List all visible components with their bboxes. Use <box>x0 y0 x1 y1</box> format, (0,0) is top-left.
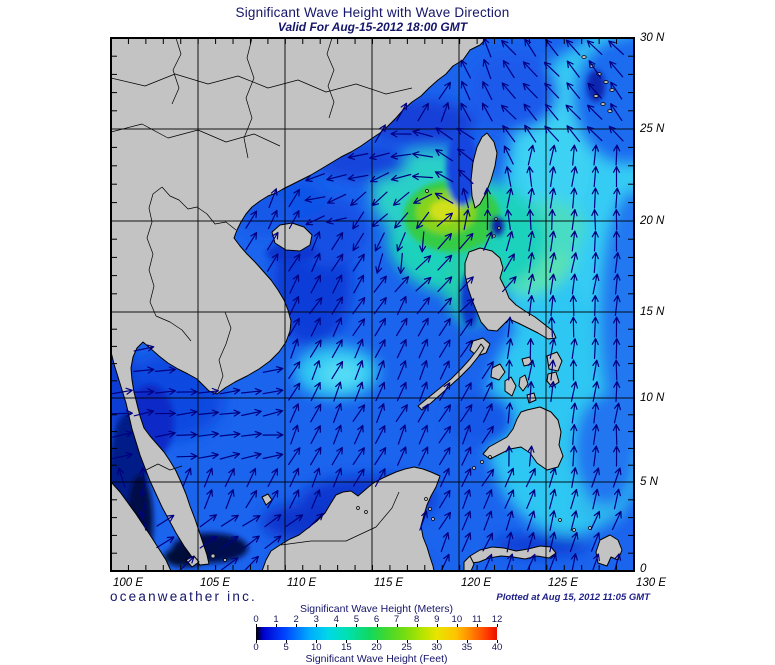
colorbar-tick: 11 <box>471 614 482 625</box>
small-islands <box>210 55 615 562</box>
colorbar-tick: 40 <box>491 642 503 653</box>
lat-label-0: 0 <box>640 563 647 575</box>
colorbar-tick: 12 <box>491 614 503 625</box>
valid-time-subtitle: Valid For Aug-15-2012 18:00 GMT <box>277 20 468 34</box>
page-title: Significant Wave Height with Wave Direct… <box>235 5 510 20</box>
island-mindanao <box>482 406 564 471</box>
colorbar-tick: 10 <box>451 614 463 625</box>
colorbar-tick-mark <box>256 640 257 643</box>
island-luzon <box>464 247 557 340</box>
colorbar-tick-mark <box>286 640 288 643</box>
colorbar-tick-mark <box>346 640 348 643</box>
lon-label-130e: 130 E <box>636 577 667 589</box>
lon-label-125e: 125 E <box>548 577 579 589</box>
wave-direction-arrows <box>111 38 625 571</box>
lon-label-110e: 110 E <box>287 577 317 589</box>
oceanweather-logo-text: oceanweather inc. <box>110 589 257 604</box>
lon-label-120e: 120 E <box>461 577 492 589</box>
lon-label-115e: 115 E <box>374 577 404 589</box>
lat-label-10n: 10 N <box>640 392 665 404</box>
colorbar-tick-mark <box>406 640 408 643</box>
colorbar-tick-mark <box>497 640 498 643</box>
colorbar-title-meters: Significant Wave Height (Meters) <box>299 603 454 615</box>
colorbar-tick: 4 <box>333 614 339 625</box>
wave-arrows-path <box>111 38 625 571</box>
colorbar-tick: 3 <box>313 614 319 625</box>
colorbar-tick-mark <box>336 624 338 627</box>
island-panay <box>490 363 506 381</box>
colorbar-tick: 2 <box>293 614 299 625</box>
island-taiwan <box>470 132 498 209</box>
colorbar-gradient <box>256 627 497 640</box>
colorbar-tick: 10 <box>310 642 322 653</box>
island-hainan <box>271 222 313 252</box>
colorbar-tick: 1 <box>273 614 279 625</box>
colorbar-tick: 9 <box>434 614 440 625</box>
colorbar-tick-mark <box>416 624 418 627</box>
island-borneo <box>261 466 441 571</box>
country-borders <box>111 38 413 546</box>
island-negros <box>504 376 517 397</box>
lat-label-15n: 15 N <box>640 306 665 318</box>
colorbar-tick-mark <box>466 640 468 643</box>
colorbar-tick: 5 <box>353 614 360 625</box>
colorbar-tick-mark <box>396 624 398 627</box>
colorbar-tick: 0 <box>253 642 259 653</box>
island-cebu <box>518 374 529 392</box>
lat-label-20n: 20 N <box>640 215 665 227</box>
colorbar-tick: 8 <box>414 614 420 625</box>
colorbar-tick: 6 <box>373 614 380 625</box>
colorbar-tick-mark <box>436 624 438 627</box>
island-leyte <box>546 371 560 388</box>
lon-label-105e: 105 E <box>200 577 231 589</box>
colorbar-tick-mark <box>497 624 498 627</box>
colorbar-tick: 0 <box>253 614 259 625</box>
colorbar-tick: 15 <box>341 642 352 653</box>
island-sulawesi-blob <box>463 555 475 571</box>
colorbar-tick-mark <box>456 624 458 627</box>
colorbar-title-feet: Significant Wave Height (Feet) <box>305 653 448 665</box>
colorbar-tick-mark <box>316 624 318 627</box>
colorbar-tick-mark <box>376 640 378 643</box>
colorbar-tick: 25 <box>401 642 412 653</box>
lat-label-5n: 5 N <box>640 476 658 488</box>
colorbar-tick-mark <box>356 624 358 627</box>
colorbar-tick-mark <box>316 640 318 643</box>
colorbar-tick-mark <box>476 624 478 627</box>
lon-label-100e: 100 E <box>113 577 144 589</box>
colorbar-tick: 7 <box>393 614 400 625</box>
lat-label-25n: 25 N <box>640 123 665 135</box>
colorbar-tick-mark <box>376 624 378 627</box>
map-frame <box>110 37 635 572</box>
landmass-asia <box>111 38 488 566</box>
island-sumatra <box>111 481 172 571</box>
plotted-timestamp: Plotted at Aug 15, 2012 11:05 GMT <box>496 592 650 603</box>
colorbar-tick: 5 <box>283 642 289 653</box>
colorbar-tick: 20 <box>371 642 382 653</box>
colorbar-tick-mark <box>296 624 298 627</box>
colorbar-tick-mark <box>256 624 257 627</box>
colorbar-tick: 35 <box>461 642 473 653</box>
colorbar-tick-mark <box>436 640 438 643</box>
lat-label-30n: 30 N <box>640 32 665 44</box>
colorbar-tick-mark <box>276 624 278 627</box>
colorbar-tick: 30 <box>431 642 443 653</box>
